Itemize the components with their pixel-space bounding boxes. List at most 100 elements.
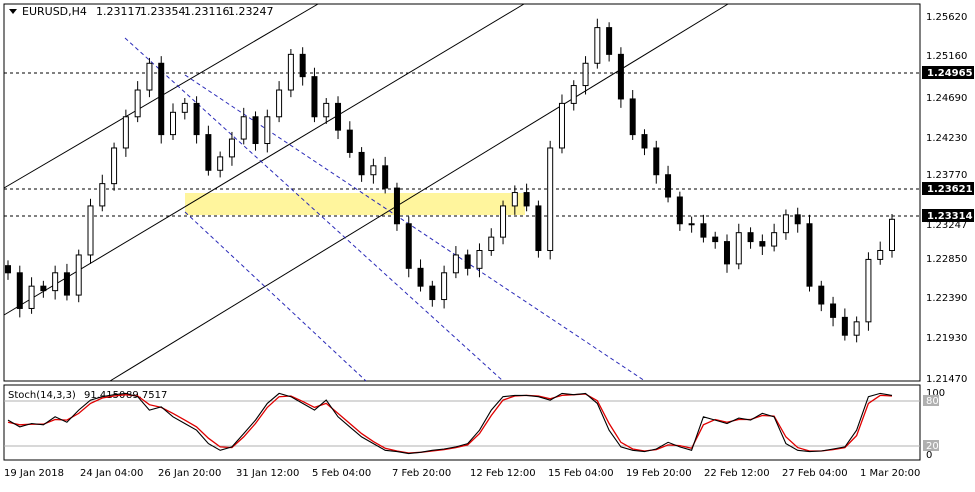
price-tag-1233[interactable]: 1.23314 bbox=[922, 209, 974, 222]
candle-body[interactable] bbox=[287, 53, 294, 91]
candle-body[interactable] bbox=[853, 321, 860, 336]
dashed-channel-upper[interactable] bbox=[124, 37, 504, 382]
candle-body[interactable] bbox=[63, 272, 70, 296]
candle-body[interactable] bbox=[276, 89, 283, 118]
candle-body[interactable] bbox=[818, 285, 825, 305]
price-tick: 1.23247 bbox=[926, 220, 967, 231]
stoch-main-line[interactable] bbox=[7, 392, 893, 455]
dashed-channel-lower[interactable] bbox=[184, 211, 367, 382]
support-zone[interactable] bbox=[185, 193, 525, 215]
candle-body[interactable] bbox=[429, 285, 436, 301]
candle-body[interactable] bbox=[665, 174, 672, 198]
candle-body[interactable] bbox=[535, 205, 542, 252]
candle-body[interactable] bbox=[40, 285, 47, 292]
price-tick: 1.24230 bbox=[926, 133, 967, 144]
time-tick: 27 Feb 04:00 bbox=[782, 468, 848, 479]
main-chart-frame[interactable] bbox=[3, 3, 921, 382]
candle-body[interactable] bbox=[464, 254, 471, 269]
time-tick: 19 Jan 2018 bbox=[4, 468, 64, 479]
candle-body[interactable] bbox=[570, 85, 577, 104]
candle-body[interactable] bbox=[217, 156, 224, 171]
stoch-panel-frame[interactable] bbox=[3, 384, 921, 461]
candle-body[interactable] bbox=[606, 27, 613, 55]
header-close: 1.23247 bbox=[228, 5, 274, 18]
candle-body[interactable] bbox=[264, 116, 271, 145]
candle-body[interactable] bbox=[16, 272, 23, 309]
candle-body[interactable] bbox=[735, 232, 742, 265]
candle-body[interactable] bbox=[629, 98, 636, 136]
stoch-label: Stoch(14,3,3) bbox=[8, 390, 76, 401]
candle-body[interactable] bbox=[5, 265, 11, 274]
candle-body[interactable] bbox=[582, 62, 589, 87]
candle-body[interactable] bbox=[52, 272, 59, 292]
candle-body[interactable] bbox=[252, 116, 259, 145]
time-tick: 22 Feb 12:00 bbox=[704, 468, 770, 479]
candle-body[interactable] bbox=[547, 147, 554, 252]
candle-body[interactable] bbox=[382, 165, 389, 189]
candle-body[interactable] bbox=[299, 53, 306, 78]
candle-body[interactable] bbox=[193, 102, 200, 136]
candle-body[interactable] bbox=[476, 250, 483, 269]
candle-body[interactable] bbox=[641, 134, 648, 149]
candle-body[interactable] bbox=[558, 102, 565, 149]
candle-body[interactable] bbox=[794, 214, 801, 225]
candle-body[interactable] bbox=[688, 223, 695, 226]
channel-line-lower[interactable] bbox=[109, 3, 729, 382]
candle-body[interactable] bbox=[806, 223, 813, 287]
candle-body[interactable] bbox=[723, 241, 730, 265]
candle-body[interactable] bbox=[617, 53, 624, 100]
candle-body[interactable] bbox=[700, 223, 707, 238]
candle-body[interactable] bbox=[405, 223, 412, 269]
candle-body[interactable] bbox=[889, 218, 895, 252]
candle-body[interactable] bbox=[500, 205, 507, 238]
candle-body[interactable] bbox=[111, 147, 118, 185]
time-tick: 19 Feb 20:00 bbox=[626, 468, 692, 479]
candle-body[interactable] bbox=[488, 236, 495, 252]
price-tag-1249[interactable]: 1.24965 bbox=[922, 66, 974, 79]
price-tag-1236[interactable]: 1.23621 bbox=[922, 182, 974, 195]
time-tick: 24 Jan 04:00 bbox=[80, 468, 143, 479]
candle-body[interactable] bbox=[87, 205, 94, 256]
time-tick: 1 Mar 20:00 bbox=[860, 468, 920, 479]
candle-body[interactable] bbox=[877, 250, 884, 260]
candle-body[interactable] bbox=[830, 303, 837, 318]
candle-body[interactable] bbox=[594, 27, 601, 64]
candle-body[interactable] bbox=[676, 196, 683, 225]
candle-body[interactable] bbox=[771, 232, 778, 247]
price-tag-label: 1.23314 bbox=[927, 211, 973, 222]
candle-body[interactable] bbox=[358, 151, 365, 176]
candle-body[interactable] bbox=[523, 192, 530, 207]
candle-body[interactable] bbox=[240, 116, 247, 140]
candle-body[interactable] bbox=[228, 138, 235, 158]
candle-body[interactable] bbox=[181, 102, 188, 113]
candle-body[interactable] bbox=[393, 187, 400, 225]
candle-body[interactable] bbox=[28, 285, 35, 309]
candle-body[interactable] bbox=[323, 102, 330, 118]
candle-body[interactable] bbox=[170, 111, 177, 136]
candle-body[interactable] bbox=[417, 267, 424, 287]
candle-body[interactable] bbox=[346, 129, 353, 153]
candle-body[interactable] bbox=[511, 192, 518, 207]
candle-body[interactable] bbox=[311, 76, 318, 118]
candle-body[interactable] bbox=[158, 62, 165, 136]
candle-body[interactable] bbox=[205, 134, 212, 171]
candle-body[interactable] bbox=[99, 183, 106, 207]
candle-body[interactable] bbox=[134, 89, 141, 118]
candle-body[interactable] bbox=[841, 316, 848, 336]
candle-body[interactable] bbox=[653, 147, 660, 176]
candle-body[interactable] bbox=[782, 214, 789, 234]
candle-body[interactable] bbox=[759, 241, 766, 247]
candle-body[interactable] bbox=[370, 165, 377, 176]
candle-body[interactable] bbox=[747, 232, 754, 243]
dashed-channel-middle[interactable] bbox=[184, 74, 646, 382]
candle-body[interactable] bbox=[122, 116, 129, 149]
collapse-triangle-icon[interactable] bbox=[9, 9, 17, 14]
candle-body[interactable] bbox=[75, 254, 82, 296]
candle-body[interactable] bbox=[146, 62, 153, 91]
candle-body[interactable] bbox=[335, 102, 342, 131]
candle-body[interactable] bbox=[865, 258, 872, 323]
candle-body[interactable] bbox=[452, 254, 459, 274]
candle-body[interactable] bbox=[712, 236, 719, 243]
candle-body[interactable] bbox=[441, 272, 448, 301]
